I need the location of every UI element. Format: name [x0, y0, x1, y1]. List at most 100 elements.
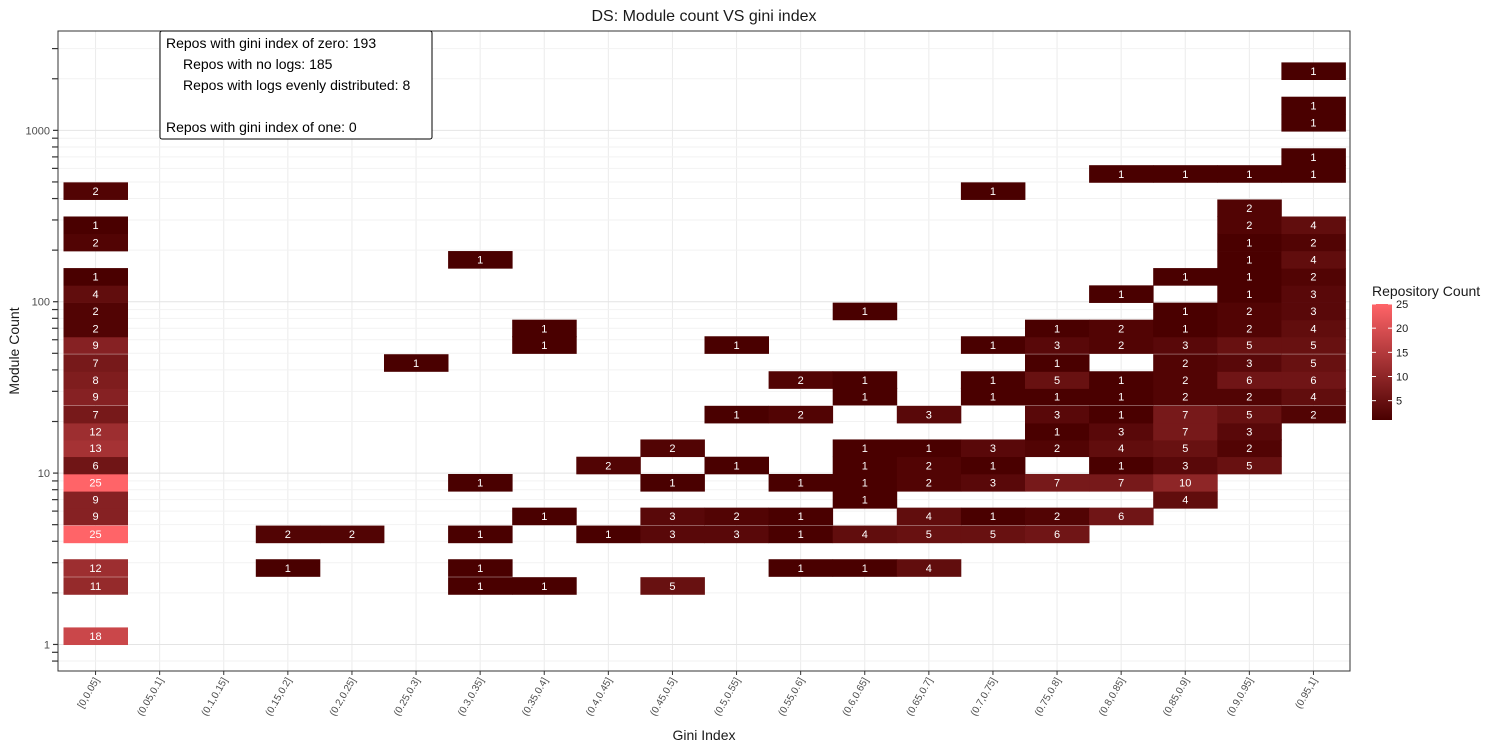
heatmap-cell: [1217, 251, 1282, 269]
cell-count-label: 3: [1054, 340, 1060, 352]
cell-count-label: 2: [92, 323, 98, 335]
cell-count-label: 2: [1246, 443, 1252, 455]
cell-count-label: 1: [1310, 100, 1316, 112]
heatmap-cell: [63, 491, 128, 509]
heatmap-cell: [1281, 354, 1346, 372]
heatmap-cell: [640, 474, 705, 492]
cell-count-label: 1: [733, 460, 739, 472]
cell-count-label: 2: [285, 529, 291, 541]
heatmap-cell: [63, 474, 128, 492]
heatmap-cell: [1089, 336, 1154, 354]
heatmap-cell: [1281, 405, 1346, 424]
cell-count-label: 7: [1054, 478, 1060, 490]
cell-count-label: 8: [92, 375, 98, 387]
legend-tick-label: 15: [1396, 347, 1408, 359]
cell-count-label: 7: [1182, 409, 1188, 421]
heatmap-cell: [832, 439, 898, 458]
cell-count-label: 4: [1310, 391, 1316, 403]
cell-count-label: 1: [990, 391, 996, 403]
heatmap-cell: [1153, 165, 1218, 183]
x-tick-label: (0.55,0.6]: [777, 676, 808, 718]
x-axis: [0,0.05] (0.05,0.1] (0.1,0.15] (0.15,0.2] (0…: [76, 671, 1320, 718]
cell-count-label: 1: [541, 323, 547, 335]
plot-border: [57, 30, 1351, 672]
cell-count-label: 1: [92, 272, 98, 284]
annotation-line: Repos with logs evenly distributed: 8: [183, 77, 410, 93]
heatmap-cell: [960, 387, 1026, 406]
cell-count-label: 7: [92, 358, 98, 370]
cell-count-label: 3: [1310, 306, 1316, 318]
heatmap-cell: [1153, 387, 1218, 406]
annotation-box: Repos with gini index of zero: 193 Repos …: [159, 30, 433, 140]
heatmap-cell: [1089, 405, 1154, 424]
cell-count-label: 1: [1118, 289, 1124, 301]
heatmap-cell: [1089, 319, 1154, 338]
heatmap-cell: [384, 354, 449, 372]
heatmap-cell: [960, 182, 1026, 200]
cell-count-label: 1: [541, 581, 547, 593]
cell-count-label: 1: [1054, 323, 1060, 335]
x-tick-label: (0.1,0.15]: [200, 676, 231, 718]
heatmap-cell: [960, 474, 1026, 492]
heatmap-cell: [512, 319, 577, 338]
cell-count-label: 1: [990, 460, 996, 472]
heatmap-cell: [1217, 439, 1282, 458]
heatmap-cell: [1153, 268, 1218, 286]
heatmap-cell: [1025, 387, 1090, 406]
heatmap-cell: [1281, 285, 1346, 303]
heatmap-cell: [448, 525, 513, 544]
y-tick-label: 1: [44, 639, 50, 651]
heatmap-cell: [63, 319, 128, 338]
cell-count-label: 5: [1246, 409, 1252, 421]
cell-count-label: 3: [1182, 460, 1188, 472]
heatmap-cell: [704, 525, 769, 544]
y-tick-label: 100: [32, 297, 50, 309]
heatmap-cell: [1089, 439, 1154, 458]
legend-title: Repository Count: [1372, 283, 1480, 299]
cell-count-label: 2: [1118, 323, 1124, 335]
cell-count-label: 1: [990, 340, 996, 352]
cell-count-label: 4: [926, 563, 932, 575]
cell-count-label: 4: [926, 511, 932, 523]
cell-count-label: 5: [1054, 375, 1060, 387]
cell-count-label: 12: [89, 426, 101, 438]
cell-count-label: 1: [1310, 66, 1316, 78]
heatmap-cell: [896, 474, 962, 492]
heatmap-cell: [1089, 371, 1154, 389]
heatmap-cell: [63, 577, 128, 595]
heatmap-cell: [960, 336, 1026, 354]
cell-count-label: 1: [798, 511, 804, 523]
cell-count-label: 13: [89, 443, 101, 455]
heatmap-cell: [960, 371, 1026, 389]
heatmap-cell: [832, 371, 898, 389]
cell-count-label: 1: [477, 529, 483, 541]
legend-colorbar: [1372, 304, 1392, 420]
cell-count-label: 7: [92, 409, 98, 421]
heatmap-cell: [1089, 507, 1154, 526]
cell-count-label: 1: [862, 460, 868, 472]
heatmap-cell: [896, 525, 962, 544]
heatmap-cell: [63, 387, 128, 406]
heatmap-cell: [1153, 302, 1218, 321]
heatmap-cell: [63, 371, 128, 389]
heatmap-cell: [1025, 354, 1090, 372]
cell-count-label: 1: [477, 563, 483, 575]
cell-count-label: 1: [1118, 409, 1124, 421]
x-tick-label: (0.7,0.75]: [969, 676, 1000, 718]
legend-tick-label: 20: [1396, 323, 1408, 335]
heatmap-cell: [1153, 336, 1218, 354]
heatmap-cell: [1025, 422, 1090, 441]
heatmap-cell: [1217, 354, 1282, 372]
heatmap-cell: [1025, 525, 1090, 544]
cell-count-label: 5: [1246, 340, 1252, 352]
heatmap-cell: [1153, 422, 1218, 441]
heatmap-cell: [1281, 113, 1346, 132]
heatmap-cell: [832, 559, 898, 577]
cell-count-label: 1: [862, 563, 868, 575]
heatmap-cell: [63, 354, 128, 372]
heatmap-cell: [832, 491, 898, 509]
heatmap-cell: [896, 439, 962, 458]
x-tick-label: (0.9,0.95]: [1225, 676, 1256, 718]
x-tick-label: (0.75,0.8]: [1033, 676, 1064, 718]
